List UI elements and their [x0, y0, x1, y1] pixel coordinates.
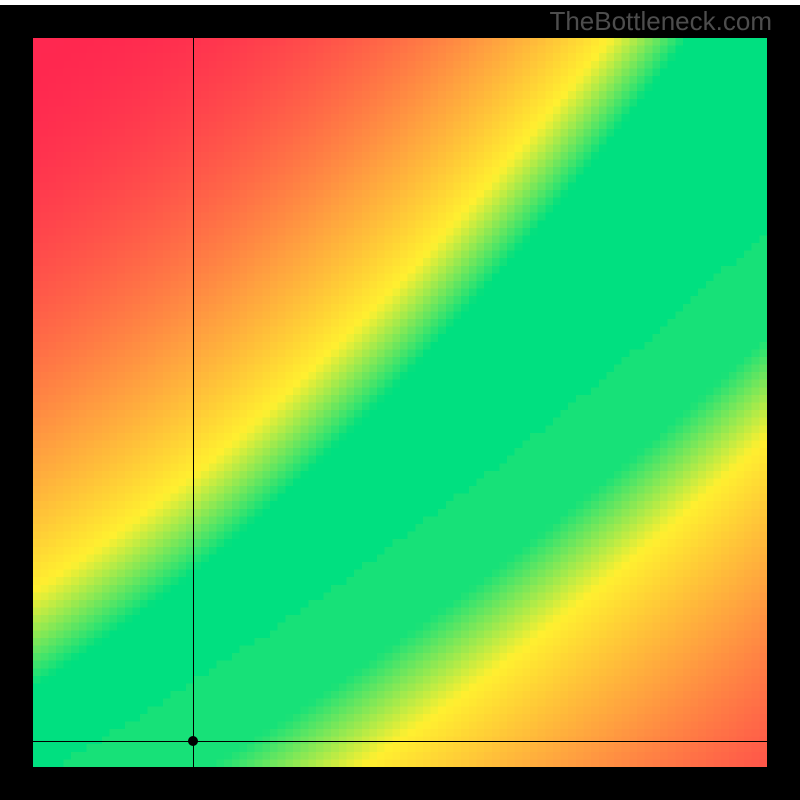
heatmap-canvas: [33, 38, 767, 767]
plot-border-left: [0, 5, 33, 800]
crosshair-vertical: [193, 38, 194, 767]
watermark-text: TheBottleneck.com: [549, 6, 772, 37]
plot-border-bottom: [0, 767, 800, 800]
crosshair-horizontal: [33, 741, 767, 742]
plot-border-right: [767, 5, 800, 800]
figure-root: TheBottleneck.com: [0, 0, 800, 800]
